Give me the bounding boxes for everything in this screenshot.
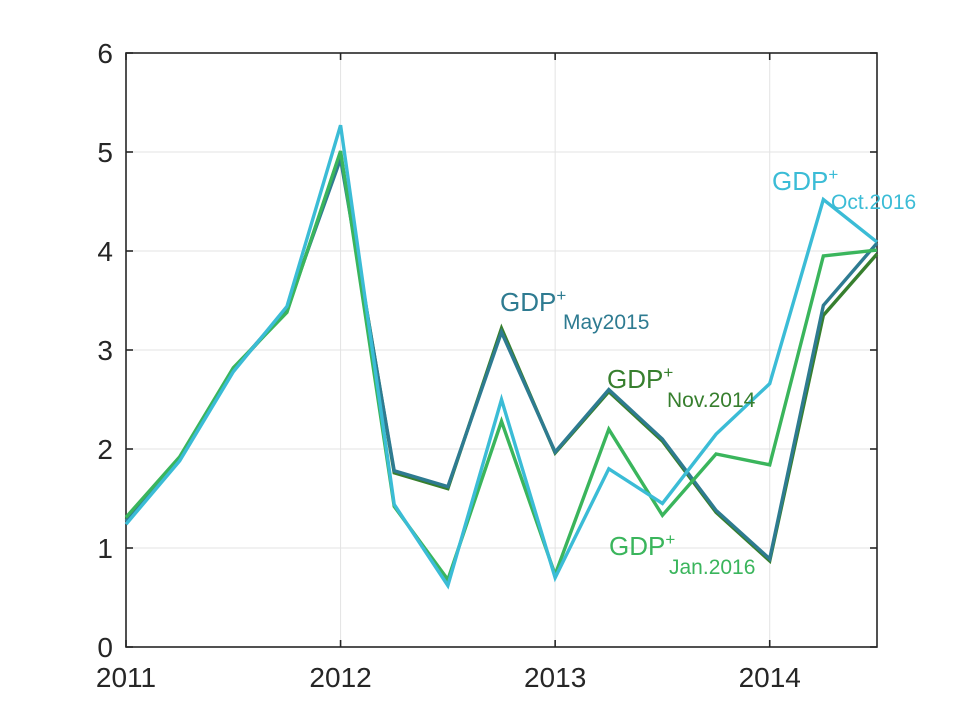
y-tick-label: 0 (97, 632, 113, 663)
x-tick-label: 2013 (524, 662, 586, 693)
series-label-jan-2016: GDP+ Jan.2016 (609, 530, 755, 579)
series-label-nov-2014: GDP+ Nov.2014 (607, 363, 756, 412)
series-label-may2015: GDP+ May2015 (500, 286, 649, 334)
y-tick-label: 4 (97, 236, 113, 267)
x-tick-label: 2014 (739, 662, 801, 693)
series-line-gdp-nov-2014 (124, 154, 879, 565)
x-tick-label: 2011 (96, 662, 156, 693)
series-label-oct-2016: GDP+ Oct.2016 (772, 165, 916, 214)
series-line-gdp-oct-2016 (124, 124, 879, 590)
y-tick-label: 6 (97, 38, 113, 69)
series-line-gdp-may2015 (124, 152, 879, 563)
x-tick-label: 2012 (309, 662, 371, 693)
y-tick-label: 2 (97, 434, 113, 465)
y-tick-label: 1 (97, 533, 113, 564)
y-tick-label: 3 (97, 335, 113, 366)
y-tick-label: 5 (97, 137, 113, 168)
